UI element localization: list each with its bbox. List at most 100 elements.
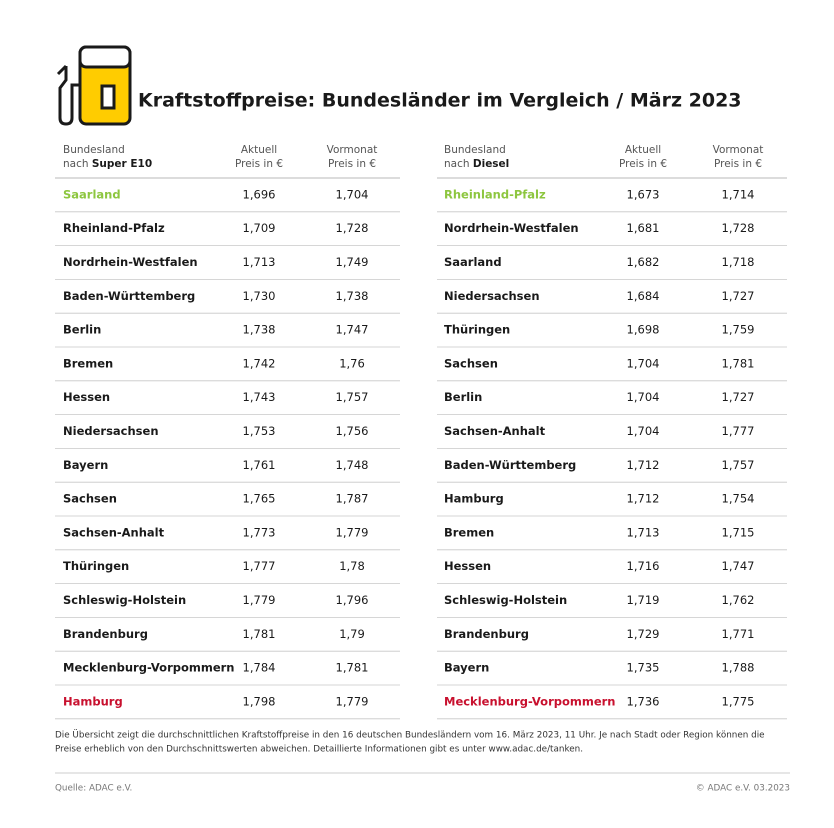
- current-price: 1,742: [243, 356, 276, 370]
- previous-price: 1,762: [722, 593, 755, 607]
- state-name: Sachsen-Anhalt: [63, 525, 165, 539]
- header-fuel-name: Diesel: [473, 158, 509, 170]
- header-label: Bundesland: [444, 144, 506, 156]
- previous-price: 1,718: [722, 255, 755, 269]
- footnote: Die Übersicht zeigt die durchschnittlich…: [55, 730, 765, 741]
- current-price: 1,716: [627, 559, 660, 573]
- previous-price: 1,756: [336, 424, 369, 438]
- previous-price: 1,788: [722, 661, 755, 675]
- state-name: Hessen: [63, 390, 110, 404]
- state-name: Brandenburg: [63, 627, 148, 641]
- current-price: 1,784: [243, 661, 276, 675]
- current-price: 1,753: [243, 424, 276, 438]
- current-price: 1,704: [627, 424, 660, 438]
- current-price: 1,743: [243, 390, 276, 404]
- header-prefix: nach: [444, 158, 470, 170]
- state-name: Sachsen-Anhalt: [444, 424, 546, 438]
- header-fuel: nach Super E10: [63, 158, 152, 170]
- state-name: Baden-Württemberg: [444, 458, 576, 472]
- previous-price: 1,775: [722, 694, 755, 708]
- previous-price: 1,728: [722, 221, 755, 235]
- state-name: Saarland: [444, 255, 502, 269]
- previous-price: 1,704: [336, 187, 369, 201]
- previous-price: 1,749: [336, 255, 369, 269]
- column-header: Vormonat: [713, 144, 764, 156]
- state-name: Hessen: [444, 559, 491, 573]
- previous-price: 1,727: [722, 390, 755, 404]
- current-price: 1,765: [243, 492, 276, 506]
- state-name: Baden-Württemberg: [63, 289, 195, 303]
- state-name: Rheinland-Pfalz: [63, 221, 165, 235]
- current-price: 1,779: [243, 593, 276, 607]
- previous-price: 1,757: [336, 390, 369, 404]
- previous-price: 1,727: [722, 289, 755, 303]
- state-name: Hamburg: [444, 492, 504, 506]
- current-price: 1,713: [243, 255, 276, 269]
- current-price: 1,735: [627, 661, 660, 675]
- previous-price: 1,79: [339, 627, 365, 641]
- footnote: Preise erheblich von den Durchschnittswe…: [55, 745, 583, 755]
- current-price: 1,696: [243, 187, 276, 201]
- state-name: Nordrhein-Westfalen: [63, 255, 198, 269]
- source: Quelle: ADAC e.V.: [55, 784, 132, 794]
- current-price: 1,738: [243, 323, 276, 337]
- current-price: 1,713: [627, 525, 660, 539]
- header-fuel-name: Super E10: [92, 158, 152, 170]
- column-header: Preis in €: [714, 158, 762, 170]
- header-prefix: nach: [63, 158, 89, 170]
- state-name: Niedersachsen: [63, 424, 159, 438]
- state-name: Hamburg: [63, 694, 123, 708]
- previous-price: 1,787: [336, 492, 369, 506]
- current-price: 1,712: [627, 458, 660, 472]
- state-name: Sachsen: [444, 356, 498, 370]
- column-header: Preis in €: [328, 158, 376, 170]
- fuel-pump-icon: [56, 45, 132, 126]
- state-name: Nordrhein-Westfalen: [444, 221, 579, 235]
- previous-price: 1,757: [722, 458, 755, 472]
- current-price: 1,673: [627, 187, 660, 201]
- current-price: 1,698: [627, 323, 660, 337]
- previous-price: 1,754: [722, 492, 755, 506]
- column-header: Preis in €: [235, 158, 283, 170]
- previous-price: 1,714: [722, 187, 755, 201]
- current-price: 1,719: [627, 593, 660, 607]
- column-header: Preis in €: [619, 158, 667, 170]
- current-price: 1,761: [243, 458, 276, 472]
- current-price: 1,730: [243, 289, 276, 303]
- previous-price: 1,779: [336, 525, 369, 539]
- state-name: Thüringen: [63, 559, 129, 573]
- previous-price: 1,748: [336, 458, 369, 472]
- current-price: 1,709: [243, 221, 276, 235]
- column-header: Aktuell: [625, 144, 661, 156]
- previous-price: 1,781: [336, 661, 369, 675]
- header-fuel: nach Diesel: [444, 158, 509, 170]
- state-name: Bremen: [63, 356, 113, 370]
- current-price: 1,712: [627, 492, 660, 506]
- current-price: 1,729: [627, 627, 660, 641]
- current-price: 1,781: [243, 627, 276, 641]
- state-name: Schleswig-Holstein: [444, 593, 567, 607]
- state-name: Mecklenburg-Vorpommern: [63, 661, 235, 675]
- previous-price: 1,771: [722, 627, 755, 641]
- current-price: 1,681: [627, 221, 660, 235]
- state-name: Sachsen: [63, 492, 117, 506]
- state-name: Thüringen: [444, 323, 510, 337]
- state-name: Rheinland-Pfalz: [444, 187, 546, 201]
- previous-price: 1,78: [339, 559, 365, 573]
- previous-price: 1,759: [722, 323, 755, 337]
- current-price: 1,798: [243, 694, 276, 708]
- state-name: Niedersachsen: [444, 289, 540, 303]
- state-name: Brandenburg: [444, 627, 529, 641]
- state-name: Bayern: [444, 661, 489, 675]
- state-name: Bayern: [63, 458, 108, 472]
- state-name: Berlin: [444, 390, 482, 404]
- previous-price: 1,715: [722, 525, 755, 539]
- previous-price: 1,738: [336, 289, 369, 303]
- state-name: Schleswig-Holstein: [63, 593, 186, 607]
- current-price: 1,736: [627, 694, 660, 708]
- previous-price: 1,747: [722, 559, 755, 573]
- current-price: 1,704: [627, 390, 660, 404]
- previous-price: 1,779: [336, 694, 369, 708]
- copyright: © ADAC e.V. 03.2023: [696, 784, 790, 794]
